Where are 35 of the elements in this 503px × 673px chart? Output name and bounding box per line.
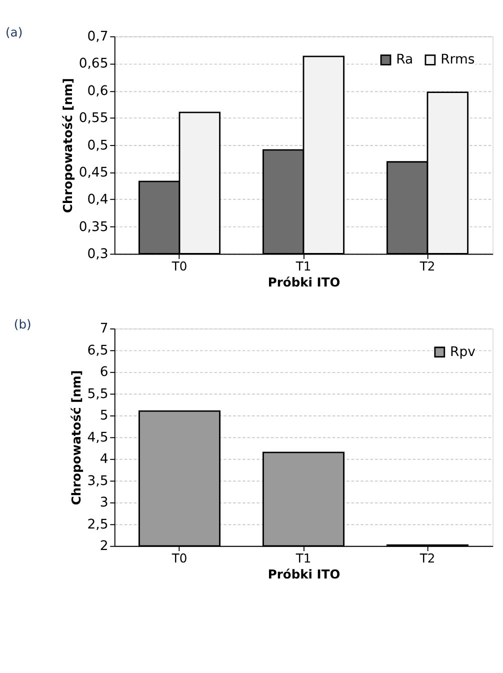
x-tick-label: T2 [418,259,436,274]
x-tick-label: T0 [170,551,188,566]
y-tick-label: 2,5 [87,517,108,532]
y-tick-label: 0,35 [78,220,108,235]
y-tick-label: 4,5 [87,430,108,446]
chart-title: (b) [14,317,32,332]
y-tick-label: 3 [100,496,108,511]
y-tick-label: 0,4 [87,192,108,208]
y-tick-label: 5 [100,408,108,424]
text: (a) [6,25,23,40]
y-tick-label: 3,5 [87,474,108,489]
legend-label: Rrms [440,52,475,68]
y-tick-label: 7 [100,322,108,337]
x-tick-label: T1 [294,551,312,566]
y-tick-label: 0,6 [87,84,108,99]
y-tick-label: 0,5 [87,138,108,154]
x-tick-label: T0 [170,259,188,274]
y-tick-label: 0,45 [78,165,108,180]
y-tick-label: 6,5 [87,343,108,358]
y-tick-label: 0,3 [87,247,108,262]
y-tick-label: 6 [100,365,108,380]
y-tick-label: 0,65 [78,56,108,72]
y-tick-label: 0,7 [87,30,108,45]
x-axis-title: Próbki ITO [268,568,340,582]
legend-label: Rpv [450,344,476,360]
y-tick-label: 5,5 [87,386,108,402]
x-axis-title: Próbki ITO [268,275,340,290]
y-axis-title: Chropowatość [nm] [70,370,84,506]
y-tick-label: 2 [100,539,108,554]
x-tick-label: T1 [294,259,312,274]
y-tick-label: 0,55 [78,111,108,126]
y-tick-label: 4 [100,452,108,468]
legend-label: Ra [396,52,414,68]
y-axis-title: Chropowatość [nm] [61,78,76,214]
x-tick-label: T2 [418,551,436,566]
